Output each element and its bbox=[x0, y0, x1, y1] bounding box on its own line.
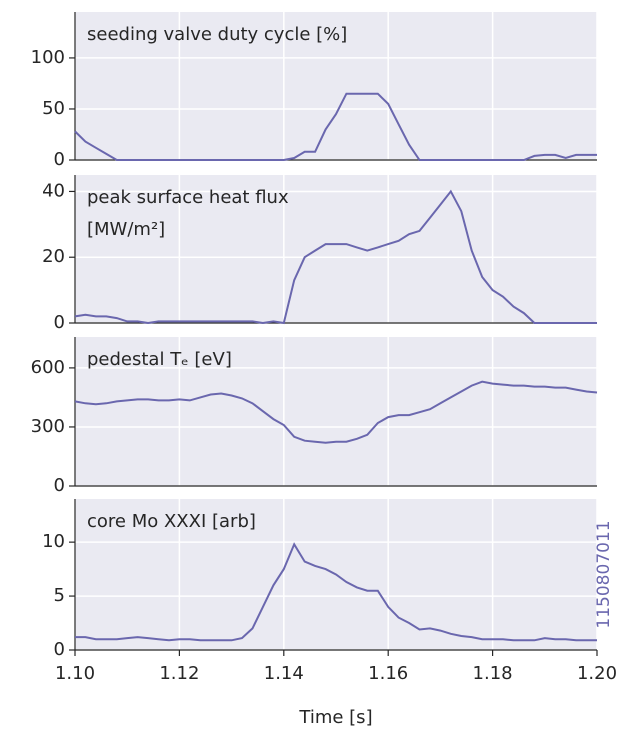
panel-label: core Mo XXXI [arb] bbox=[87, 511, 256, 532]
y-tick-label: 50 bbox=[42, 98, 65, 119]
data-line bbox=[74, 92, 597, 161]
y-tick-label: 5 bbox=[54, 585, 65, 606]
data-line bbox=[75, 542, 597, 642]
x-axis-label: Time [s] bbox=[298, 707, 372, 728]
y-tick-label: 0 bbox=[54, 149, 65, 170]
y-tick-label: 100 bbox=[31, 47, 65, 68]
x-tick-label: 1.14 bbox=[264, 663, 304, 684]
y-tick-label: 0 bbox=[54, 475, 65, 496]
annotation: 1150807011 bbox=[594, 520, 614, 628]
y-tick-label: 10 bbox=[42, 531, 65, 552]
y-tick-label: 0 bbox=[54, 312, 65, 333]
panel-label: seeding valve duty cycle [%] bbox=[87, 24, 347, 45]
y-tick-label: 20 bbox=[42, 246, 65, 267]
y-tick-label: 300 bbox=[31, 416, 65, 437]
plot-background bbox=[75, 175, 597, 323]
panel-label: [MW/m²] bbox=[87, 219, 165, 240]
panel-label: pedestal Tₑ [eV] bbox=[87, 349, 232, 370]
x-tick-label: 1.12 bbox=[159, 663, 199, 684]
y-tick-label: 600 bbox=[31, 357, 65, 378]
x-tick-label: 1.10 bbox=[55, 663, 95, 684]
plot-background bbox=[75, 12, 597, 160]
data-line bbox=[74, 380, 598, 444]
y-tick-label: 40 bbox=[42, 180, 65, 201]
y-tick-label: 0 bbox=[54, 639, 65, 660]
x-tick-label: 1.20 bbox=[577, 663, 617, 684]
x-tick-label: 1.18 bbox=[473, 663, 513, 684]
plot-background bbox=[75, 337, 597, 486]
x-tick-label: 1.16 bbox=[368, 663, 408, 684]
panel-label: peak surface heat flux bbox=[87, 187, 289, 208]
data-line bbox=[74, 189, 597, 325]
